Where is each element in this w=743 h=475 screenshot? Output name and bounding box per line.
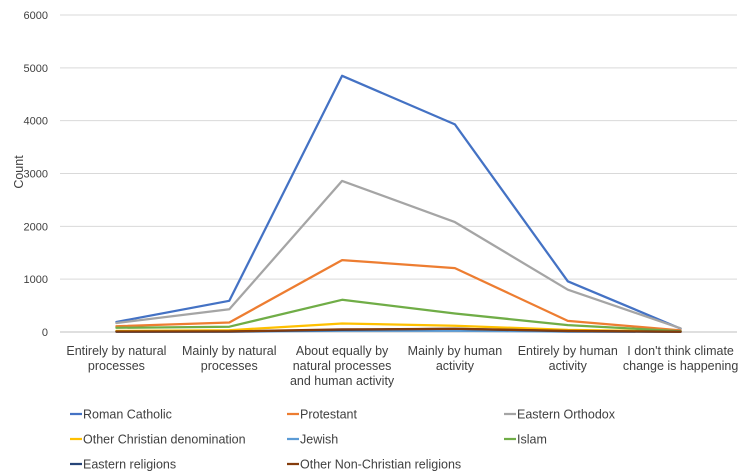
y-axis-ticks: 0 1000 2000 3000 4000 5000 6000	[24, 10, 48, 339]
legend-label: Other Non-Christian religions	[300, 458, 461, 472]
x-category-label: Mainly by natural processes	[182, 344, 277, 373]
legend-label: Protestant	[300, 408, 358, 422]
legend-label: Eastern Orthodox	[517, 408, 616, 422]
y-tick-label: 3000	[24, 169, 48, 181]
y-tick-label: 0	[42, 327, 48, 339]
x-category-label: About equally by natural processes and hum…	[290, 344, 395, 388]
x-category-label: I don't think climate change is happening	[623, 344, 738, 373]
series-line	[115, 74, 682, 330]
legend-label: Jewish	[300, 433, 338, 447]
y-axis-title: Count	[12, 155, 26, 189]
x-category-label: Entirely by natural processes	[66, 344, 166, 373]
series-lines	[115, 74, 682, 334]
y-tick-label: 6000	[24, 10, 48, 22]
gridlines	[60, 14, 737, 333]
series-line	[115, 327, 682, 333]
x-category-label: Mainly by human activity	[408, 344, 503, 373]
legend-label: Roman Catholic	[83, 408, 172, 422]
y-tick-label: 1000	[24, 274, 48, 286]
y-tick-label: 4000	[24, 116, 48, 128]
series-line	[115, 179, 682, 330]
legend-label: Islam	[517, 433, 547, 447]
legend-label: Other Christian denomination	[83, 433, 246, 447]
series-line	[115, 298, 682, 333]
y-tick-label: 5000	[24, 63, 48, 75]
x-category-label: Entirely by human activity	[518, 344, 618, 373]
y-tick-label: 2000	[24, 221, 48, 233]
series-line	[115, 258, 682, 332]
legend: Roman Catholic Protestant Eastern Orthodox…	[70, 408, 616, 472]
legend-label: Eastern religions	[83, 458, 176, 472]
x-axis-categories: Entirely by natural processes Mainly by na…	[66, 344, 738, 388]
